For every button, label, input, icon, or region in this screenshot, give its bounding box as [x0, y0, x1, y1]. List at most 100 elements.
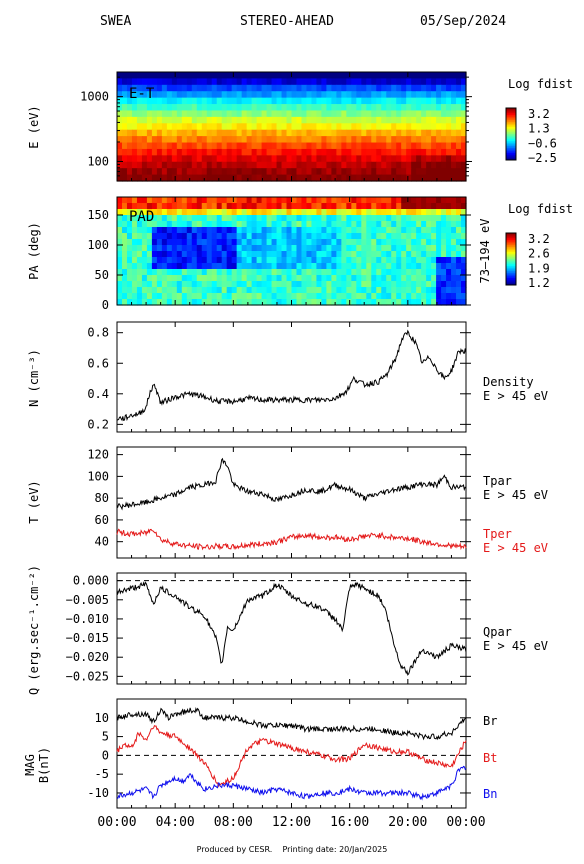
et-cell	[241, 155, 248, 163]
pad-cell	[146, 287, 153, 294]
pad-cell	[251, 239, 258, 246]
pad-cell	[126, 227, 133, 234]
et-cell	[117, 123, 123, 131]
et-cell	[351, 148, 357, 156]
pad-cell	[216, 299, 223, 306]
pad-cell	[266, 257, 273, 264]
et-cell	[141, 91, 148, 99]
et-cell	[381, 91, 387, 99]
et-cell	[186, 129, 193, 137]
pad-cell	[246, 257, 253, 264]
pad-cell	[336, 263, 342, 270]
et-cell	[456, 97, 462, 105]
et-cell	[281, 148, 288, 156]
series-tper-line	[116, 528, 467, 551]
et-cell	[331, 91, 337, 99]
et-cell	[146, 116, 153, 124]
pad-cell	[131, 227, 138, 234]
pad-cell	[371, 287, 377, 294]
et-cell	[346, 129, 352, 137]
et-cell	[446, 155, 452, 163]
et-cell	[461, 116, 467, 124]
et-cell	[351, 97, 357, 105]
et-cell	[191, 97, 198, 105]
et-cell	[456, 116, 462, 124]
colorbar-et-title: Log fdist	[508, 77, 573, 91]
colorbar-et-segment	[506, 125, 516, 128]
et-cell	[171, 168, 178, 176]
et-cell	[196, 72, 203, 80]
pad-cell	[326, 269, 332, 276]
et-cell	[151, 116, 158, 124]
et-cell	[126, 142, 133, 150]
pad-cell	[261, 275, 268, 282]
pad-cell	[161, 233, 168, 240]
pad-cell	[351, 209, 357, 216]
pad-cell	[391, 281, 397, 288]
pad-cell	[461, 233, 467, 240]
et-cell	[221, 155, 228, 163]
et-cell	[416, 72, 422, 80]
pad-cell	[416, 221, 422, 228]
pad-cell	[131, 275, 138, 282]
pad-cell	[321, 221, 327, 228]
pad-cell	[251, 287, 258, 294]
pad-cell	[391, 227, 397, 234]
panel-3-y-tick-label: 40	[95, 535, 109, 549]
et-cell	[176, 174, 183, 182]
pad-cell	[266, 269, 273, 276]
et-cell	[236, 161, 243, 169]
pad-cell	[341, 269, 347, 276]
et-cell	[251, 104, 258, 112]
pad-cell	[311, 221, 318, 228]
et-cell	[436, 72, 442, 80]
pad-cell	[291, 281, 298, 288]
et-cell	[421, 110, 427, 118]
colorbar-pad-segment	[506, 274, 516, 277]
et-cell	[381, 129, 387, 137]
et-cell	[216, 123, 223, 131]
et-cell	[171, 161, 178, 169]
et-cell	[411, 110, 417, 118]
et-cell	[406, 148, 412, 156]
pad-cell	[296, 227, 303, 234]
et-cell	[341, 116, 347, 124]
et-cell	[141, 161, 148, 169]
pad-cell	[451, 257, 457, 264]
pad-cell	[331, 239, 337, 246]
et-cell	[211, 72, 218, 80]
pad-cell	[331, 299, 337, 306]
pad-cell	[191, 245, 198, 252]
et-cell	[271, 110, 278, 118]
et-cell	[351, 116, 357, 124]
pad-cell	[236, 197, 243, 204]
et-cell	[226, 168, 233, 176]
et-cell	[441, 142, 447, 150]
pad-cell	[426, 221, 432, 228]
pad-cell	[261, 269, 268, 276]
pad-cell	[401, 227, 407, 234]
pad-cell	[241, 209, 248, 216]
pad-cell	[316, 215, 323, 222]
et-cell	[131, 148, 138, 156]
et-cell	[181, 104, 188, 112]
et-cell	[456, 129, 462, 137]
et-cell	[211, 110, 218, 118]
et-cell	[401, 142, 407, 150]
pad-cell	[436, 299, 442, 306]
pad-cell	[221, 269, 228, 276]
pad-cell	[316, 293, 323, 300]
pad-cell	[311, 239, 318, 246]
et-cell	[396, 148, 402, 156]
panel-5-y-axis-label: MAG	[23, 754, 37, 776]
et-cell	[391, 148, 397, 156]
colorbar-pad-segment	[506, 236, 516, 239]
pad-cell	[181, 293, 188, 300]
et-cell	[291, 136, 298, 144]
et-cell	[271, 136, 278, 144]
et-cell	[241, 168, 248, 176]
pad-cell	[301, 293, 308, 300]
pad-cell	[226, 263, 233, 270]
et-y-tick-label: 1000	[80, 90, 109, 104]
pad-cell	[361, 251, 367, 258]
